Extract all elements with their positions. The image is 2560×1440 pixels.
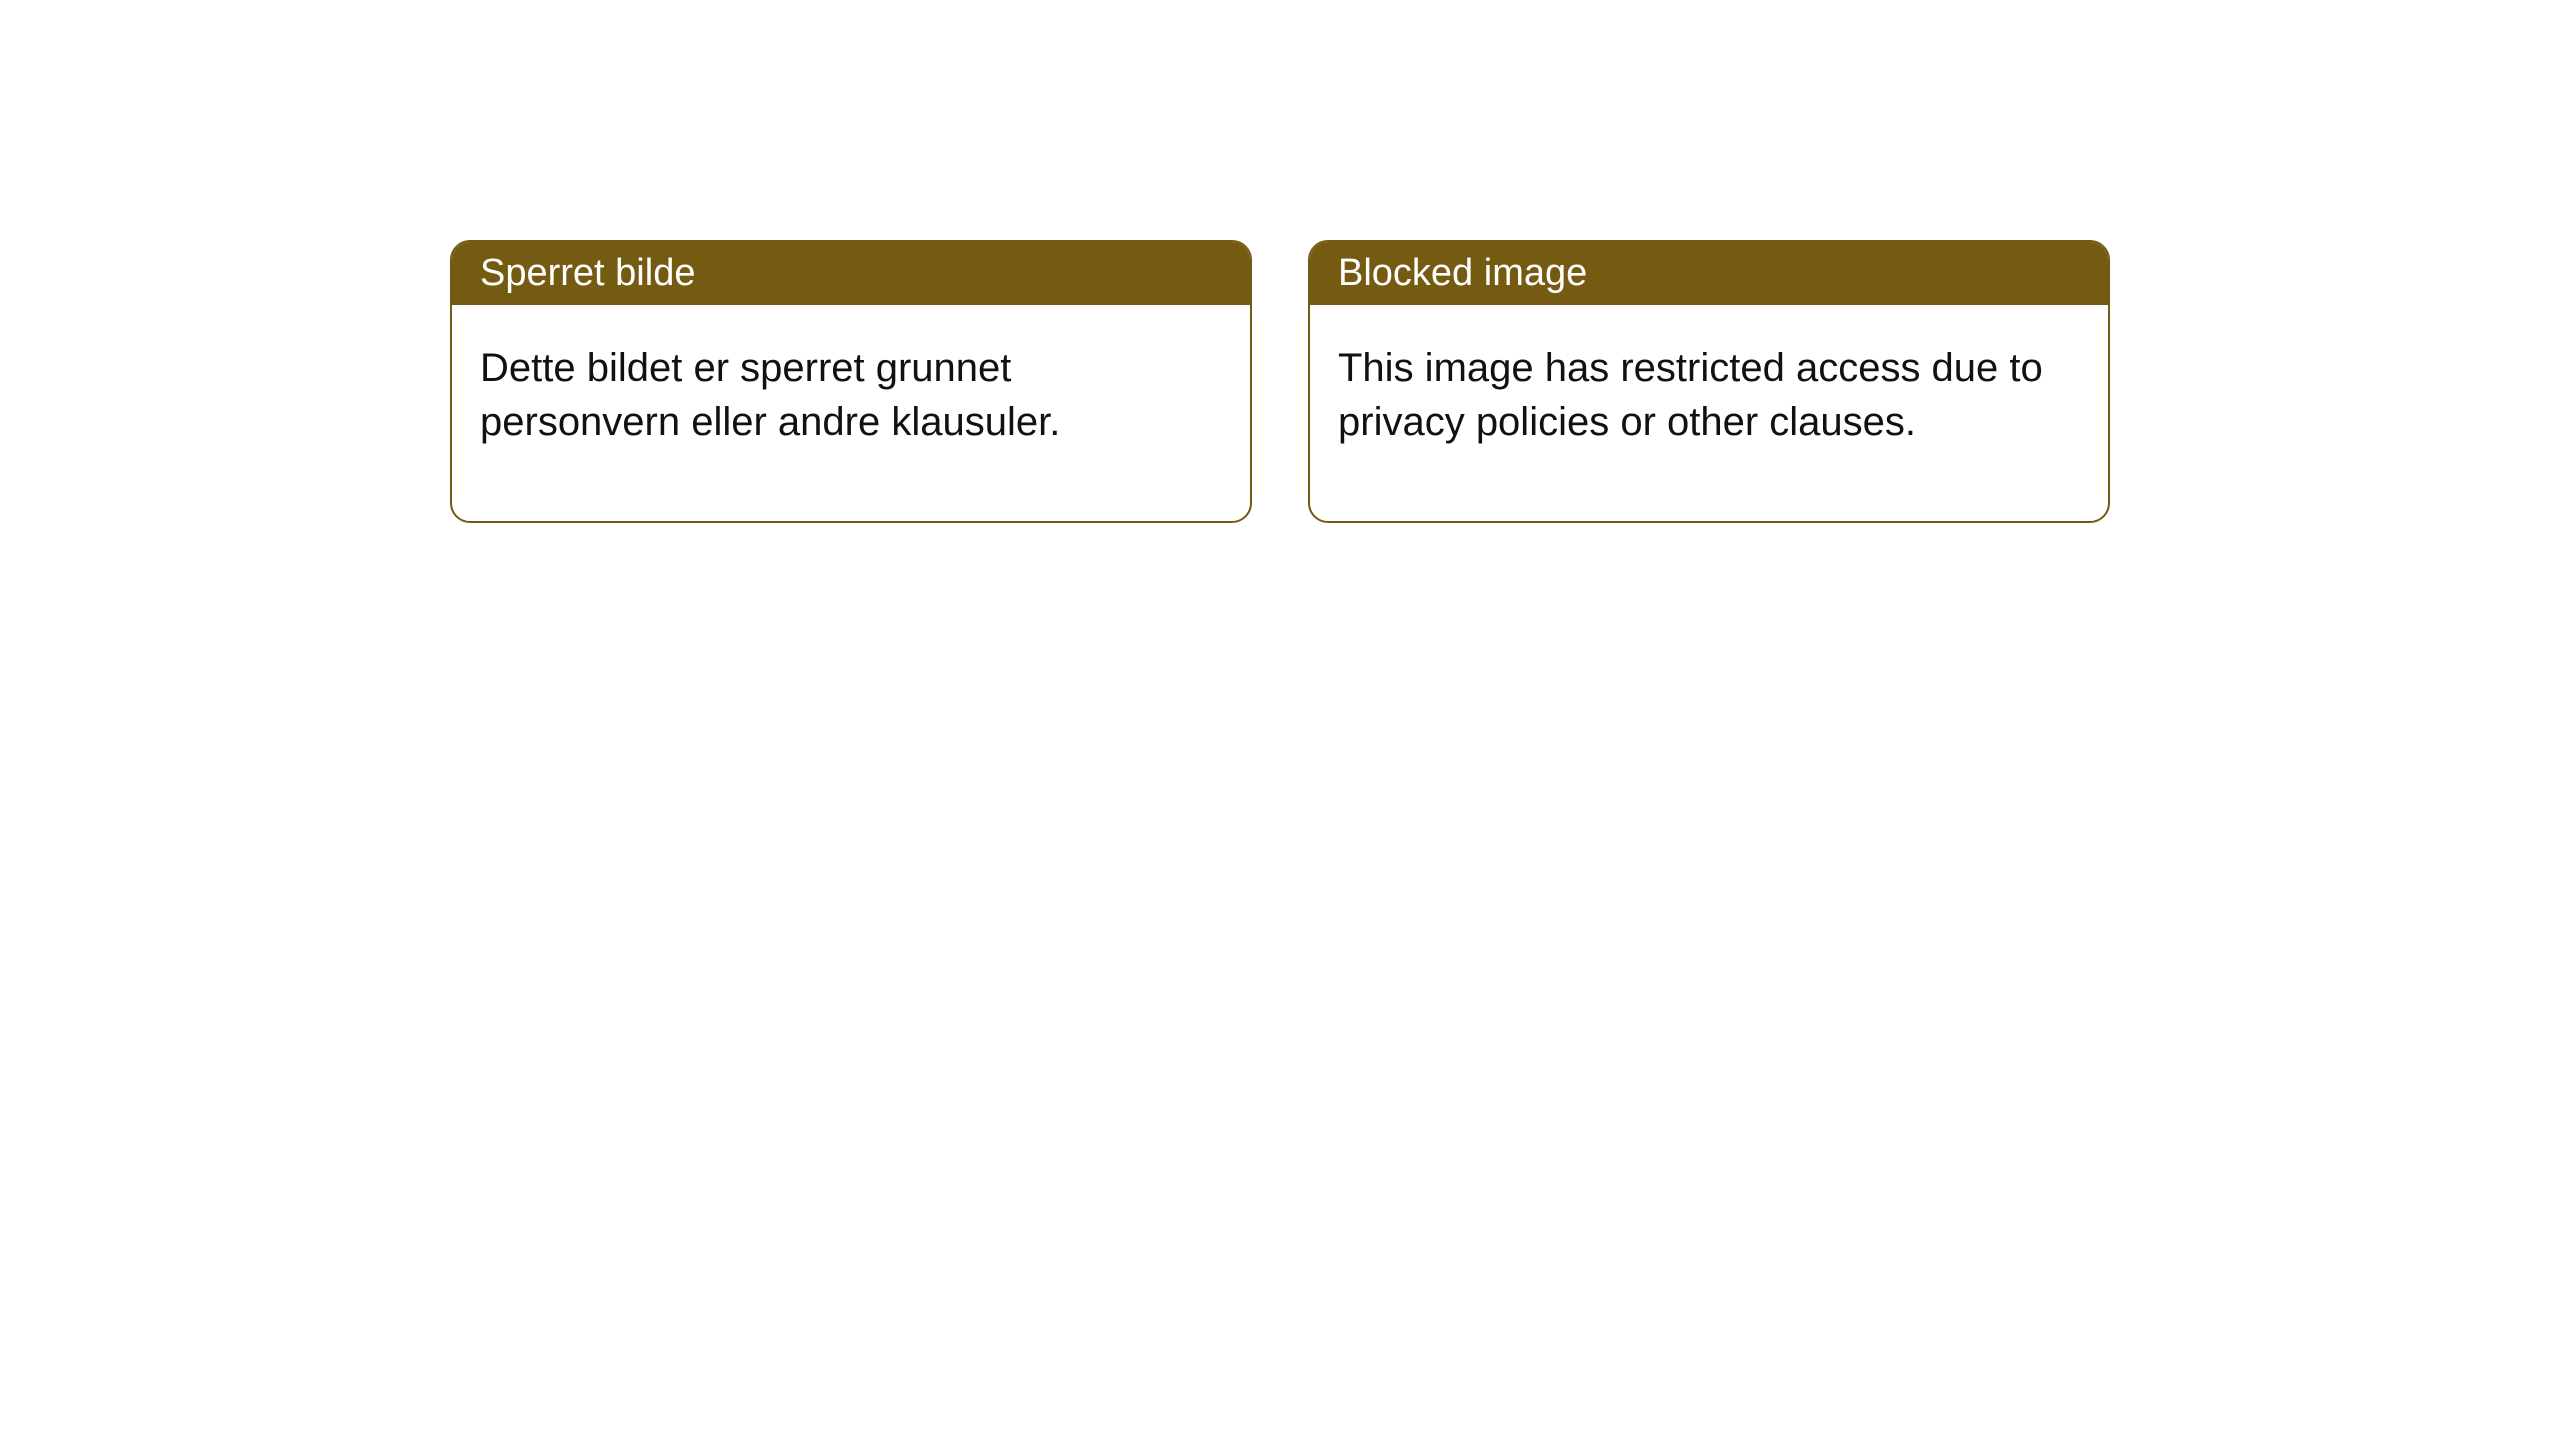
- notice-cards-container: Sperret bilde Dette bildet er sperret gr…: [450, 240, 2110, 523]
- notice-body: This image has restricted access due to …: [1310, 305, 2108, 521]
- notice-header: Sperret bilde: [452, 242, 1250, 305]
- notice-body: Dette bildet er sperret grunnet personve…: [452, 305, 1250, 521]
- notice-card-norwegian: Sperret bilde Dette bildet er sperret gr…: [450, 240, 1252, 523]
- notice-card-english: Blocked image This image has restricted …: [1308, 240, 2110, 523]
- notice-header: Blocked image: [1310, 242, 2108, 305]
